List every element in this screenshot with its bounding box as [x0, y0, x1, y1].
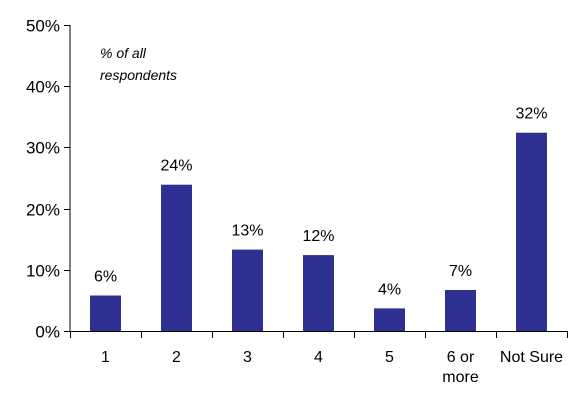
- x-axis: 1 2 3 4 5 6 or more Not Sure: [70, 331, 568, 386]
- x-category-label: Not Sure: [500, 349, 563, 366]
- x-category-label: 6 or more: [442, 349, 479, 386]
- annotation-line-1: % of all: [100, 45, 147, 61]
- bar-7: [516, 132, 547, 331]
- bar-4: [303, 255, 334, 331]
- y-tick-label: 50%: [26, 17, 60, 36]
- data-label: 24%: [160, 158, 192, 175]
- chart-annotation: % of all respondents: [100, 45, 177, 83]
- data-labels: 6% 24% 13% 12% 4% 7% 32%: [94, 106, 548, 299]
- data-label: 7%: [449, 263, 472, 280]
- x-category-label: 1: [101, 349, 110, 366]
- data-label: 13%: [231, 223, 263, 240]
- bar-1: [90, 295, 121, 331]
- y-tick-label: 40%: [26, 78, 60, 97]
- y-tick-label: 30%: [26, 139, 60, 158]
- bar-6: [445, 290, 476, 331]
- x-category-label: 2: [172, 349, 181, 366]
- bar-2: [161, 184, 192, 331]
- annotation-line-2: respondents: [100, 67, 177, 83]
- x-category-label-line: 2: [172, 349, 181, 366]
- bar-series: [90, 132, 547, 331]
- data-label: 12%: [302, 228, 334, 245]
- x-category-label-line: 3: [243, 349, 252, 366]
- y-axis: 0% 10% 20% 30% 40% 50%: [26, 17, 71, 342]
- x-category-label-line: 5: [385, 349, 394, 366]
- x-category-label: 4: [314, 349, 323, 366]
- y-tick-label: 20%: [26, 201, 60, 220]
- x-category-label-line: 4: [314, 349, 323, 366]
- x-category-label: 3: [243, 349, 252, 366]
- x-category-label-line: Not Sure: [500, 349, 563, 366]
- x-category-label-line: 6 or: [447, 349, 475, 366]
- data-label: 32%: [515, 106, 547, 123]
- data-label: 6%: [94, 269, 117, 286]
- data-label: 4%: [378, 281, 401, 298]
- x-category-label-line: 1: [101, 349, 110, 366]
- x-category-label-line: more: [442, 369, 479, 386]
- y-tick-label: 10%: [26, 262, 60, 281]
- y-tick-label: 0%: [35, 323, 60, 342]
- bar-5: [374, 308, 405, 331]
- x-category-label: 5: [385, 349, 394, 366]
- bar-3: [232, 249, 263, 331]
